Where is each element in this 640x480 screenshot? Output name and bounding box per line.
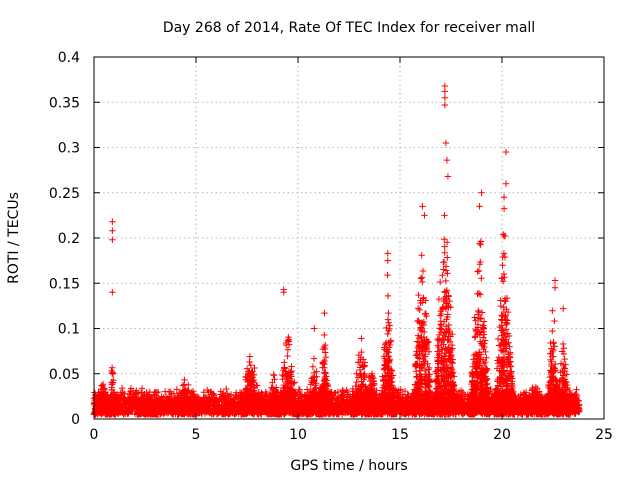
data-point	[181, 376, 188, 384]
data-point	[246, 358, 253, 366]
data-points	[90, 82, 583, 418]
data-point	[118, 384, 126, 392]
data-point	[173, 386, 181, 393]
data-point	[109, 379, 116, 387]
data-point	[154, 388, 162, 396]
data-point	[227, 391, 235, 398]
data-point	[246, 353, 254, 360]
data-point	[170, 390, 178, 397]
data-point	[284, 352, 291, 360]
data-point	[185, 381, 192, 389]
data-point	[573, 386, 580, 393]
data-point	[138, 385, 146, 392]
data-point	[210, 390, 217, 397]
data-point	[270, 372, 278, 379]
data-point	[223, 385, 230, 393]
data-point	[127, 388, 134, 395]
data-point	[247, 362, 254, 369]
chart-title: Day 268 of 2014, Rate Of TEC Index for r…	[163, 20, 535, 36]
grid-layer	[94, 57, 604, 419]
data-point	[109, 369, 116, 376]
data-point	[108, 364, 116, 371]
data-point	[194, 393, 201, 401]
data-point	[284, 346, 292, 353]
